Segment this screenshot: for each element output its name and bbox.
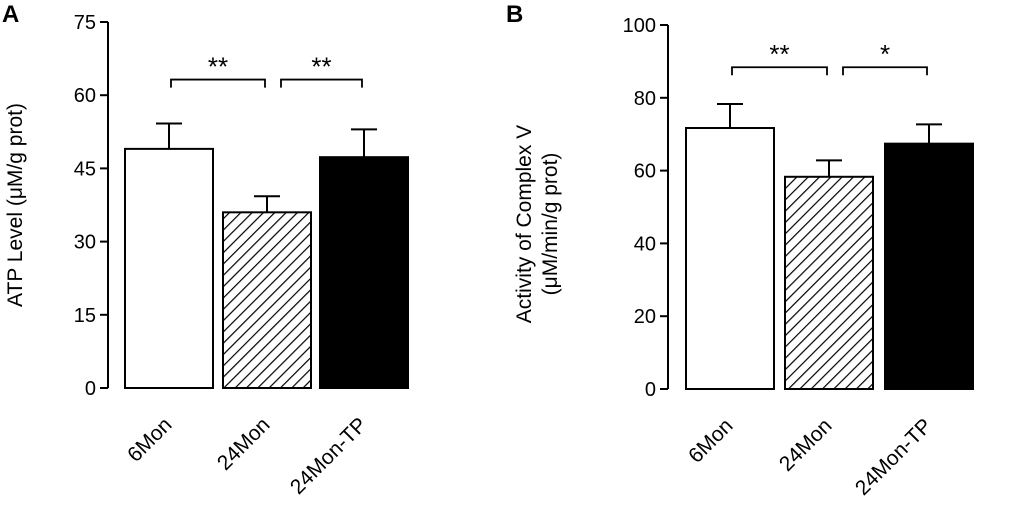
panel-b-letter: B <box>506 1 523 28</box>
panel-b-y-tick-label: 0 <box>645 379 656 401</box>
panel-a-y-tick-label: 30 <box>74 232 96 254</box>
panel-a-bar-24mon-tp <box>319 156 409 389</box>
panel-a-chart: A 0 15 30 45 60 75 ATP Level (μM/g prot) 6Mon 24M… <box>2 1 409 499</box>
panel-a-y-tick-label: 60 <box>74 85 96 107</box>
panel-b-y-tick-label: 80 <box>634 88 656 110</box>
panel-a-significance-label: ** <box>311 52 331 82</box>
panel-a-category-label: 24Mon <box>213 413 275 475</box>
panel-b-significance-bracket <box>731 66 828 76</box>
panel-b-chart: B 0 20 40 60 80 100 Activity of Complex V (μM/mi… <box>506 1 974 500</box>
panel-a-significance-bracket <box>170 78 266 88</box>
panel-b-bar-24mon <box>784 175 874 390</box>
panel-a-significance-bracket <box>280 78 363 88</box>
panel-a-y-axis-label: ATP Level (μM/g prot) <box>4 103 27 307</box>
panel-b-y-tick-label: 20 <box>634 306 656 328</box>
panel-b-y-tick-label: 40 <box>634 233 656 255</box>
panel-a-y-tick-label: 15 <box>74 305 96 327</box>
panel-a-bar-24mon <box>222 211 312 389</box>
panel-b-category-label: 24Mon <box>775 414 837 476</box>
panel-a-category-label: 6Mon <box>123 413 176 466</box>
panel-a-category-label: 24Mon-TP <box>286 413 372 499</box>
panel-a-significance-label: ** <box>208 52 228 82</box>
panel-a-y-tick-label: 0 <box>85 378 96 400</box>
panel-b-significance-bracket <box>842 66 928 76</box>
panel-a-y-tick-label: 75 <box>74 12 96 34</box>
panel-b-y-tick-label: 60 <box>634 161 656 183</box>
panel-b-category-label: 6Mon <box>684 414 737 467</box>
panel-a-bar-6mon <box>124 147 214 389</box>
panel-b-significance-label: * <box>880 39 890 69</box>
panel-a-letter: A <box>2 1 19 28</box>
panel-b-bar-24mon-tp <box>884 142 974 390</box>
panel-b-bar-6mon <box>685 127 775 390</box>
panel-b-y-axis-label: Activity of Complex V (μM/min/g prot) <box>513 125 562 323</box>
panel-b-y-tick-label: 100 <box>623 15 656 37</box>
panel-b-category-label: 24Mon-TP <box>851 414 937 500</box>
panel-a-y-tick-label: 45 <box>74 158 96 180</box>
panel-b-significance-label: ** <box>769 39 789 69</box>
